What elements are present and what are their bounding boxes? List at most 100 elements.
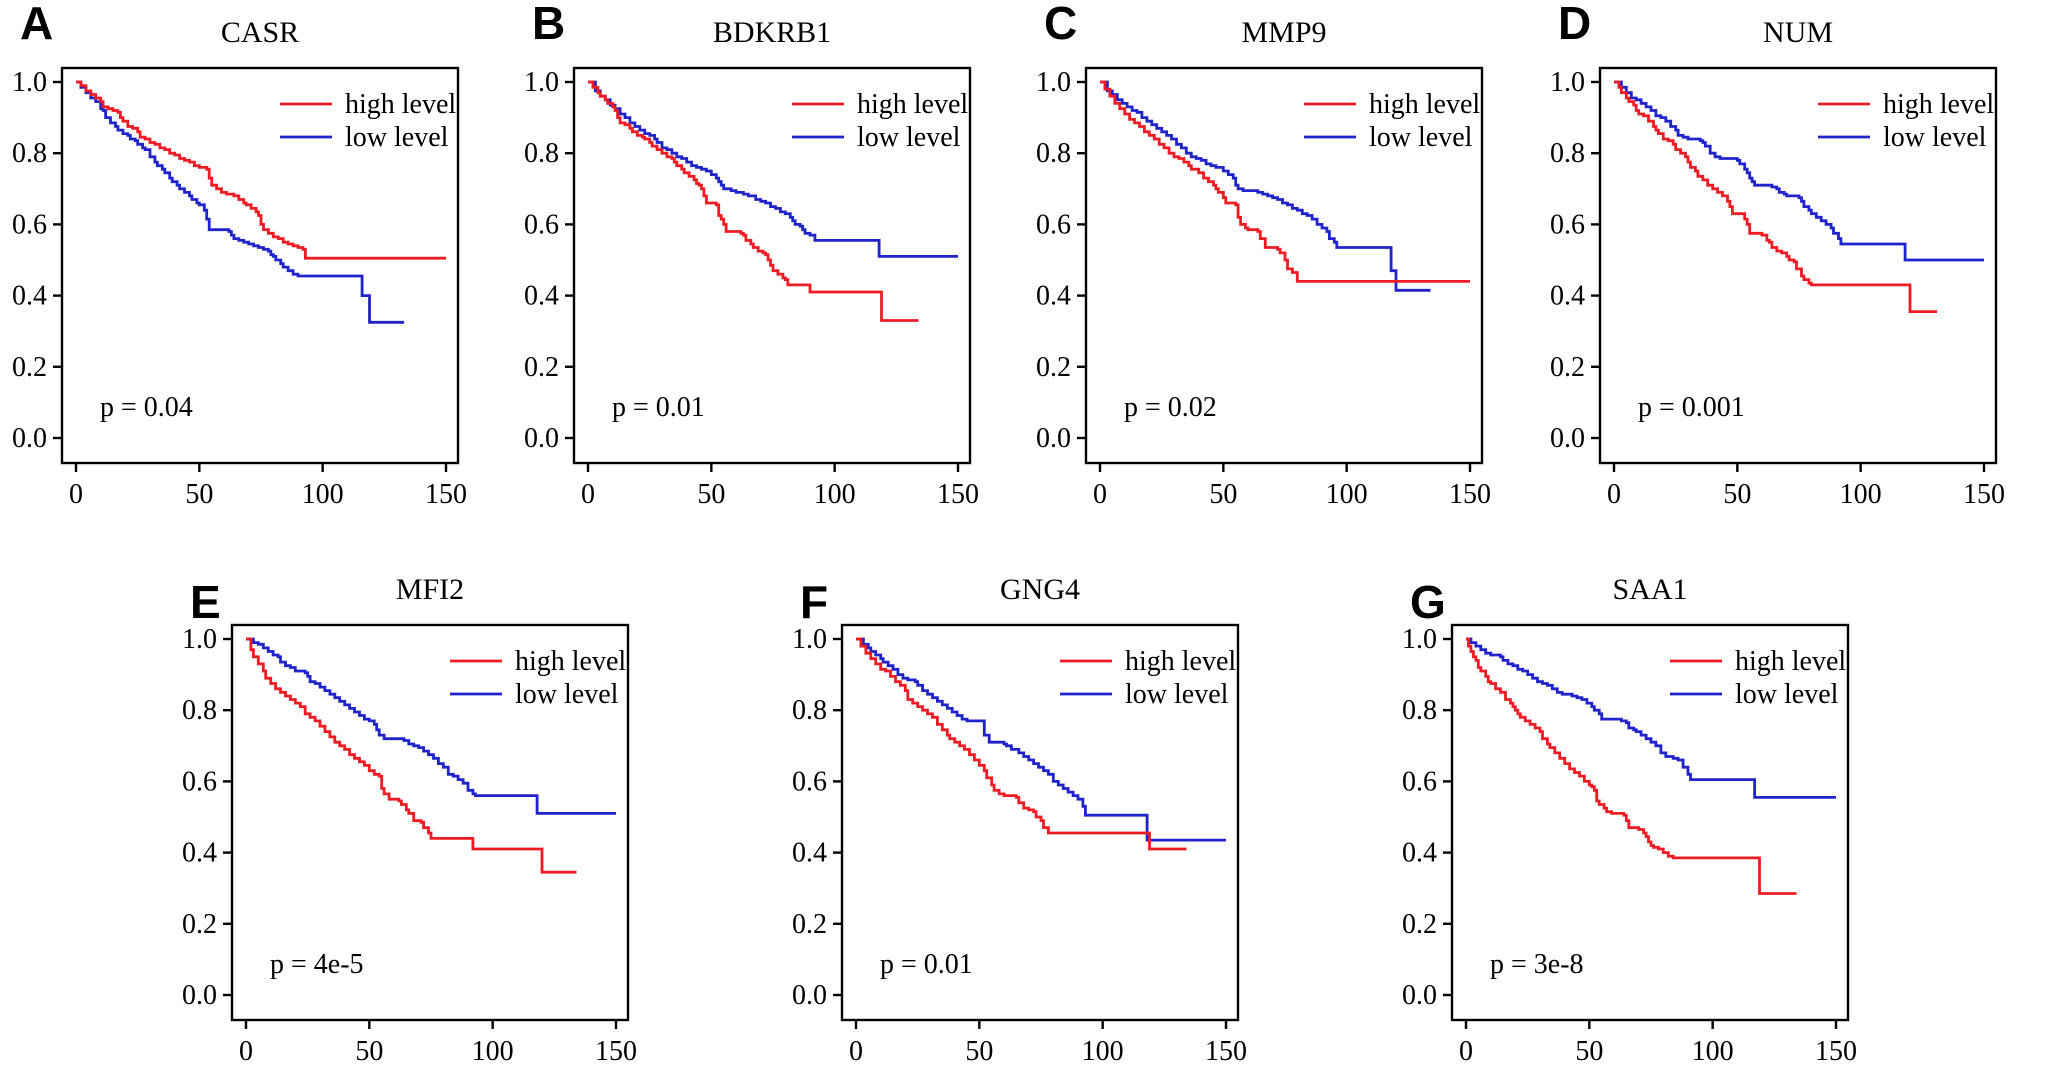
x-tick-label: 150 bbox=[937, 479, 979, 510]
p-value-label: p = 0.02 bbox=[1124, 392, 1217, 423]
curve-low-level bbox=[1466, 637, 1836, 799]
panel-F: F GNG4 0.0 0.2 0.4 0.6 0.8 1.0 0 50 100 150 high le… bbox=[780, 557, 1292, 1077]
y-tick-label: 1.0 bbox=[1402, 624, 1437, 655]
panel-title: NUM bbox=[1763, 16, 1833, 49]
legend-label-low: low level bbox=[857, 122, 961, 153]
y-tick-label: 0.4 bbox=[792, 838, 827, 869]
curve-high-level bbox=[76, 80, 446, 260]
y-tick-label: 0.0 bbox=[182, 980, 217, 1011]
y-tick-label: 0.2 bbox=[1550, 352, 1585, 383]
y-tick-label: 0.8 bbox=[12, 138, 47, 169]
x-tick-label: 50 bbox=[1575, 1036, 1603, 1067]
y-tick-label: 0.4 bbox=[1036, 281, 1071, 312]
y-tick-label: 1.0 bbox=[182, 624, 217, 655]
y-tick-label: 0.2 bbox=[182, 909, 217, 940]
legend-label-low: low level bbox=[345, 122, 449, 153]
panel-letter-D: D bbox=[1558, 0, 1592, 49]
legend-label-high: high level bbox=[515, 646, 626, 677]
panel-letter-F: F bbox=[800, 576, 829, 628]
panel-title: GNG4 bbox=[1000, 573, 1080, 606]
x-tick-label: 0 bbox=[1459, 1036, 1473, 1067]
y-tick-label: 1.0 bbox=[524, 67, 559, 98]
panel-letter-G: G bbox=[1410, 576, 1446, 628]
panel-D: D NUM 0.0 0.2 0.4 0.6 0.8 1.0 0 50 100 150 high lev… bbox=[1538, 0, 2050, 520]
panel-title: BDKRB1 bbox=[713, 16, 831, 49]
x-tick-label: 100 bbox=[1840, 479, 1882, 510]
x-tick-label: 50 bbox=[1209, 479, 1237, 510]
x-tick-label: 50 bbox=[965, 1036, 993, 1067]
curve-low-level bbox=[1100, 80, 1431, 292]
y-tick-label: 0.6 bbox=[182, 766, 217, 797]
km-plot-G: SAA1 0.0 0.2 0.4 0.6 0.8 1.0 0 50 100 150 high leve… bbox=[1402, 573, 1857, 1067]
y-tick-label: 0.0 bbox=[524, 423, 559, 454]
x-tick-label: 100 bbox=[1692, 1036, 1734, 1067]
y-tick-label: 0.8 bbox=[792, 695, 827, 726]
km-plot-C: MMP9 0.0 0.2 0.4 0.6 0.8 1.0 0 50 100 150 high leve… bbox=[1036, 16, 1491, 510]
y-tick-label: 0.8 bbox=[182, 695, 217, 726]
curve-high-level bbox=[1466, 637, 1797, 895]
y-tick-label: 0.2 bbox=[1402, 909, 1437, 940]
x-tick-label: 0 bbox=[1607, 479, 1621, 510]
y-tick-label: 0.6 bbox=[1550, 209, 1585, 240]
legend-label-high: high level bbox=[1883, 89, 1994, 120]
plot-frame bbox=[572, 66, 972, 465]
legend-label-high: high level bbox=[857, 89, 968, 120]
x-tick-label: 0 bbox=[581, 479, 595, 510]
x-tick-label: 150 bbox=[1963, 479, 2005, 510]
x-tick-label: 100 bbox=[814, 479, 856, 510]
panel-B: B BDKRB1 0.0 0.2 0.4 0.6 0.8 1.0 0 50 100 150 high … bbox=[512, 0, 1024, 520]
legend-label-high: high level bbox=[1369, 89, 1480, 120]
curve-high-level bbox=[246, 637, 577, 874]
y-tick-label: 0.2 bbox=[12, 352, 47, 383]
panel-letter-B: B bbox=[532, 0, 566, 49]
x-tick-label: 150 bbox=[1449, 479, 1491, 510]
y-tick-label: 0.6 bbox=[1402, 766, 1437, 797]
panel-title: CASR bbox=[221, 16, 299, 49]
y-tick-label: 0.6 bbox=[524, 209, 559, 240]
x-tick-label: 100 bbox=[302, 479, 344, 510]
km-plot-D: NUM 0.0 0.2 0.4 0.6 0.8 1.0 0 50 100 150 high level… bbox=[1550, 16, 2005, 510]
panel-letter-C: C bbox=[1044, 0, 1078, 49]
y-tick-label: 1.0 bbox=[792, 624, 827, 655]
curve-high-level bbox=[588, 80, 919, 322]
y-tick-label: 0.0 bbox=[792, 980, 827, 1011]
y-tick-label: 0.4 bbox=[182, 838, 217, 869]
x-tick-label: 50 bbox=[1723, 479, 1751, 510]
panel-A: A CASR 0.0 0.2 0.4 0.6 0.8 1.0 0 50 100 150 high le… bbox=[0, 0, 512, 520]
p-value-label: p = 4e-5 bbox=[270, 949, 364, 980]
p-value-label: p = 0.04 bbox=[100, 392, 193, 423]
km-plot-F: GNG4 0.0 0.2 0.4 0.6 0.8 1.0 0 50 100 150 high leve… bbox=[792, 573, 1247, 1067]
x-tick-label: 0 bbox=[849, 1036, 863, 1067]
curve-high-level bbox=[856, 637, 1187, 851]
km-plot-E: MFI2 0.0 0.2 0.4 0.6 0.8 1.0 0 50 100 150 high leve… bbox=[182, 573, 637, 1067]
y-tick-label: 0.8 bbox=[1402, 695, 1437, 726]
curve-low-level bbox=[588, 80, 958, 258]
panel-title: MFI2 bbox=[396, 573, 464, 606]
x-tick-label: 100 bbox=[1326, 479, 1368, 510]
y-tick-label: 1.0 bbox=[1036, 67, 1071, 98]
curve-high-level bbox=[1100, 80, 1470, 283]
curve-low-level bbox=[246, 637, 616, 815]
legend-label-low: low level bbox=[1369, 122, 1473, 153]
plot-frame bbox=[60, 66, 460, 465]
legend-label-low: low level bbox=[515, 679, 619, 710]
legend-label-high: high level bbox=[345, 89, 456, 120]
curve-low-level bbox=[1614, 80, 1984, 262]
km-plot-B: BDKRB1 0.0 0.2 0.4 0.6 0.8 1.0 0 50 100 150 high le… bbox=[524, 16, 979, 510]
x-tick-label: 0 bbox=[69, 479, 83, 510]
plot-frame bbox=[1598, 66, 1998, 465]
plot-frame bbox=[230, 623, 630, 1022]
p-value-label: p = 0.01 bbox=[880, 949, 973, 980]
x-tick-label: 50 bbox=[185, 479, 213, 510]
legend-label-low: low level bbox=[1883, 122, 1987, 153]
y-tick-label: 0.0 bbox=[1550, 423, 1585, 454]
x-tick-label: 100 bbox=[472, 1036, 514, 1067]
y-tick-label: 0.4 bbox=[1550, 281, 1585, 312]
y-tick-label: 0.8 bbox=[524, 138, 559, 169]
y-tick-label: 0.2 bbox=[1036, 352, 1071, 383]
y-tick-label: 0.6 bbox=[1036, 209, 1071, 240]
plot-frame bbox=[1084, 66, 1484, 465]
curve-low-level bbox=[856, 637, 1226, 842]
panel-title: SAA1 bbox=[1612, 573, 1687, 606]
